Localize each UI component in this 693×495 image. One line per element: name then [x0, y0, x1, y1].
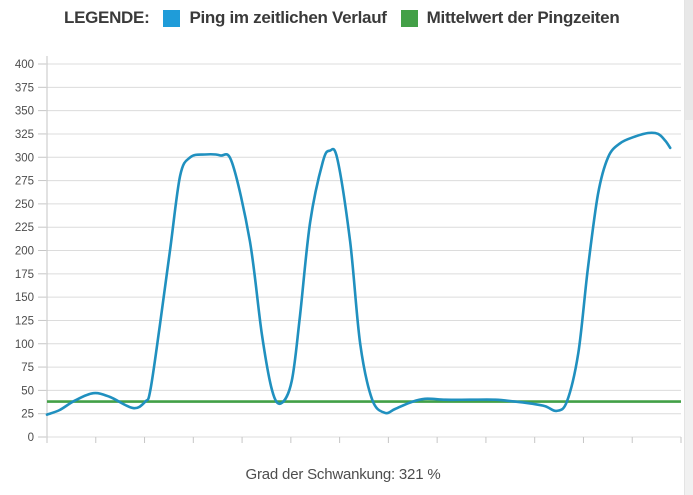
legend-item-ping-label: Ping im zeitlichen Verlauf: [189, 8, 387, 27]
y-tick-label: 100: [15, 339, 34, 351]
legend-title: LEGENDE:: [64, 8, 150, 27]
y-tick-label: 225: [15, 222, 34, 234]
y-tick-label: 25: [21, 409, 34, 421]
legend-item-mean-label: Mittelwert der Pingzeiten: [426, 8, 620, 27]
y-tick-label: 350: [15, 106, 34, 118]
y-tick-label: 375: [15, 82, 34, 94]
y-tick-label: 0: [28, 432, 34, 444]
y-tick-label: 300: [15, 152, 34, 164]
y-tick-label: 400: [15, 59, 34, 71]
y-tick-label: 125: [15, 315, 34, 327]
y-tick-label: 250: [15, 199, 34, 211]
y-tick-label: 50: [21, 385, 34, 397]
ping-series-swatch-icon: [163, 9, 181, 27]
scrollbar-thumb[interactable]: [685, 0, 693, 120]
y-tick-label: 200: [15, 246, 34, 258]
legend-item-ping: Ping im zeitlichen Verlauf: [163, 8, 387, 28]
legend-item-mean: Mittelwert der Pingzeiten: [400, 8, 620, 28]
mean-series-swatch-icon: [400, 9, 418, 27]
vertical-scrollbar[interactable]: [684, 0, 693, 495]
y-tick-label: 325: [15, 129, 34, 141]
y-tick-label: 175: [15, 269, 34, 281]
chart-legend: LEGENDE: Ping im zeitlichen Verlauf Mitt…: [64, 5, 620, 31]
y-tick-label: 75: [21, 362, 34, 374]
y-tick-label: 150: [15, 292, 34, 304]
ping-line: [45, 131, 672, 416]
fluctuation-caption: Grad der Schwankung: 321 %: [245, 466, 441, 483]
y-tick-label: 275: [15, 176, 34, 188]
